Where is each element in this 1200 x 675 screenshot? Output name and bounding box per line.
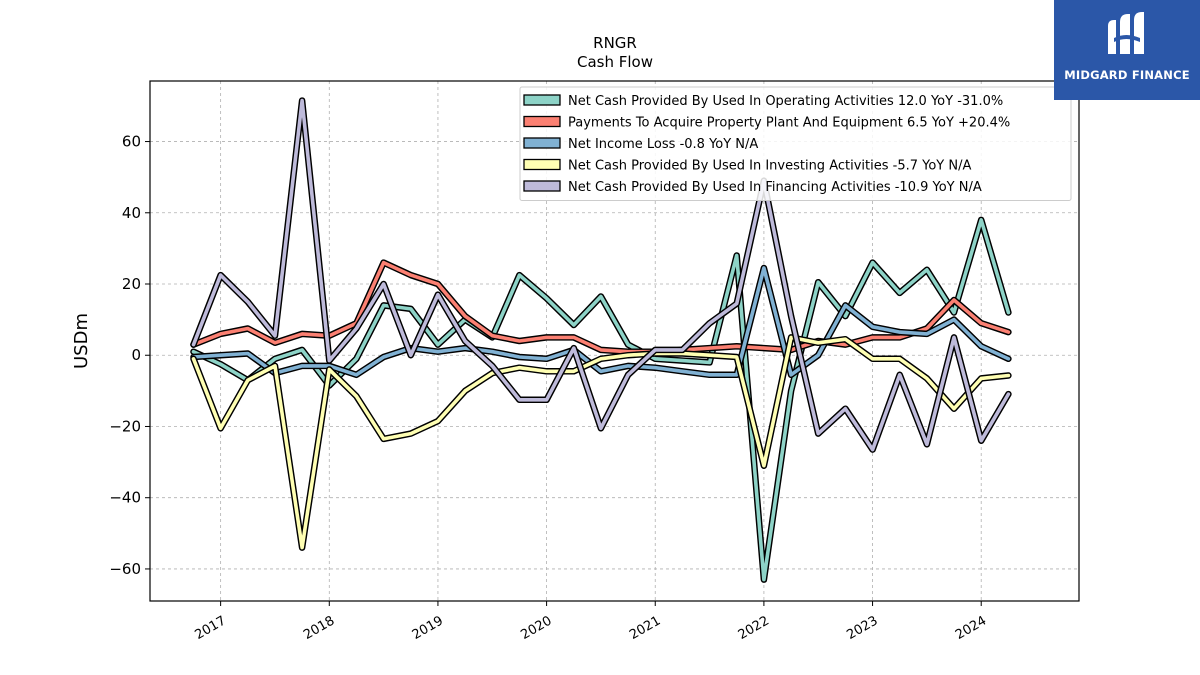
legend-swatch bbox=[523, 115, 561, 128]
y-tick-label: −20 bbox=[109, 417, 141, 435]
logo-text: MIDGARD FINANCE bbox=[1064, 68, 1190, 82]
series-line-5 bbox=[190, 97, 1012, 453]
x-tick-label: 2023 bbox=[844, 613, 880, 643]
series-line-1 bbox=[190, 216, 1012, 583]
chart-title: RNGR bbox=[593, 34, 637, 52]
x-tick-label: 2019 bbox=[410, 613, 446, 643]
midgard-logo-icon bbox=[1108, 12, 1144, 54]
legend-entry: Net Cash Provided By Used In Financing A… bbox=[568, 180, 982, 195]
series-line-4 bbox=[190, 334, 1012, 551]
series-line-5-stroke bbox=[191, 98, 1011, 452]
legend-entry: Net Cash Provided By Used In Investing A… bbox=[568, 159, 971, 174]
y-tick-label: 40 bbox=[122, 204, 141, 222]
y-tick-label: 0 bbox=[131, 346, 141, 364]
y-tick-label: 60 bbox=[122, 133, 141, 151]
y-axis-ticks: −60 −40 −20 0 20 40 60 bbox=[109, 133, 150, 578]
series-line-3 bbox=[190, 264, 1012, 379]
legend: Net Cash Provided By Used In Operating A… bbox=[519, 86, 1072, 201]
midgard-finance-logo: MIDGARD FINANCE bbox=[1054, 0, 1200, 100]
x-tick-label: 2022 bbox=[736, 613, 772, 643]
series-line-1-outline bbox=[190, 216, 1012, 583]
legend-entry: Net Cash Provided By Used In Operating A… bbox=[568, 94, 1003, 109]
x-tick-label: 2021 bbox=[627, 613, 663, 643]
x-tick-label: 2018 bbox=[301, 613, 337, 643]
legend-box bbox=[519, 86, 1072, 201]
x-tick-label: 2024 bbox=[953, 613, 989, 643]
y-tick-label: 20 bbox=[122, 275, 141, 293]
y-tick-label: −60 bbox=[109, 560, 141, 578]
legend-swatch bbox=[523, 137, 561, 149]
series-line-3-stroke bbox=[191, 266, 1011, 377]
x-axis-ticks: 2017 2018 2019 2020 2021 2022 2023 2024 bbox=[192, 601, 989, 643]
legend-swatch bbox=[523, 94, 561, 106]
plot-area-frame bbox=[149, 80, 1080, 602]
x-tick-label: 2017 bbox=[192, 613, 228, 643]
series-line-4-stroke bbox=[191, 335, 1011, 550]
legend-swatch bbox=[523, 158, 561, 171]
series-lines bbox=[190, 97, 1012, 583]
chart-subtitle: Cash Flow bbox=[577, 53, 653, 71]
legend-swatch bbox=[523, 180, 561, 192]
legend-entry: Net Income Loss -0.8 YoY N/A bbox=[568, 137, 758, 152]
x-tick-label: 2020 bbox=[518, 613, 554, 643]
y-tick-label: −40 bbox=[109, 489, 141, 507]
y-axis-label: USDm bbox=[71, 313, 92, 369]
legend-entry: Payments To Acquire Property Plant And E… bbox=[568, 116, 1010, 131]
